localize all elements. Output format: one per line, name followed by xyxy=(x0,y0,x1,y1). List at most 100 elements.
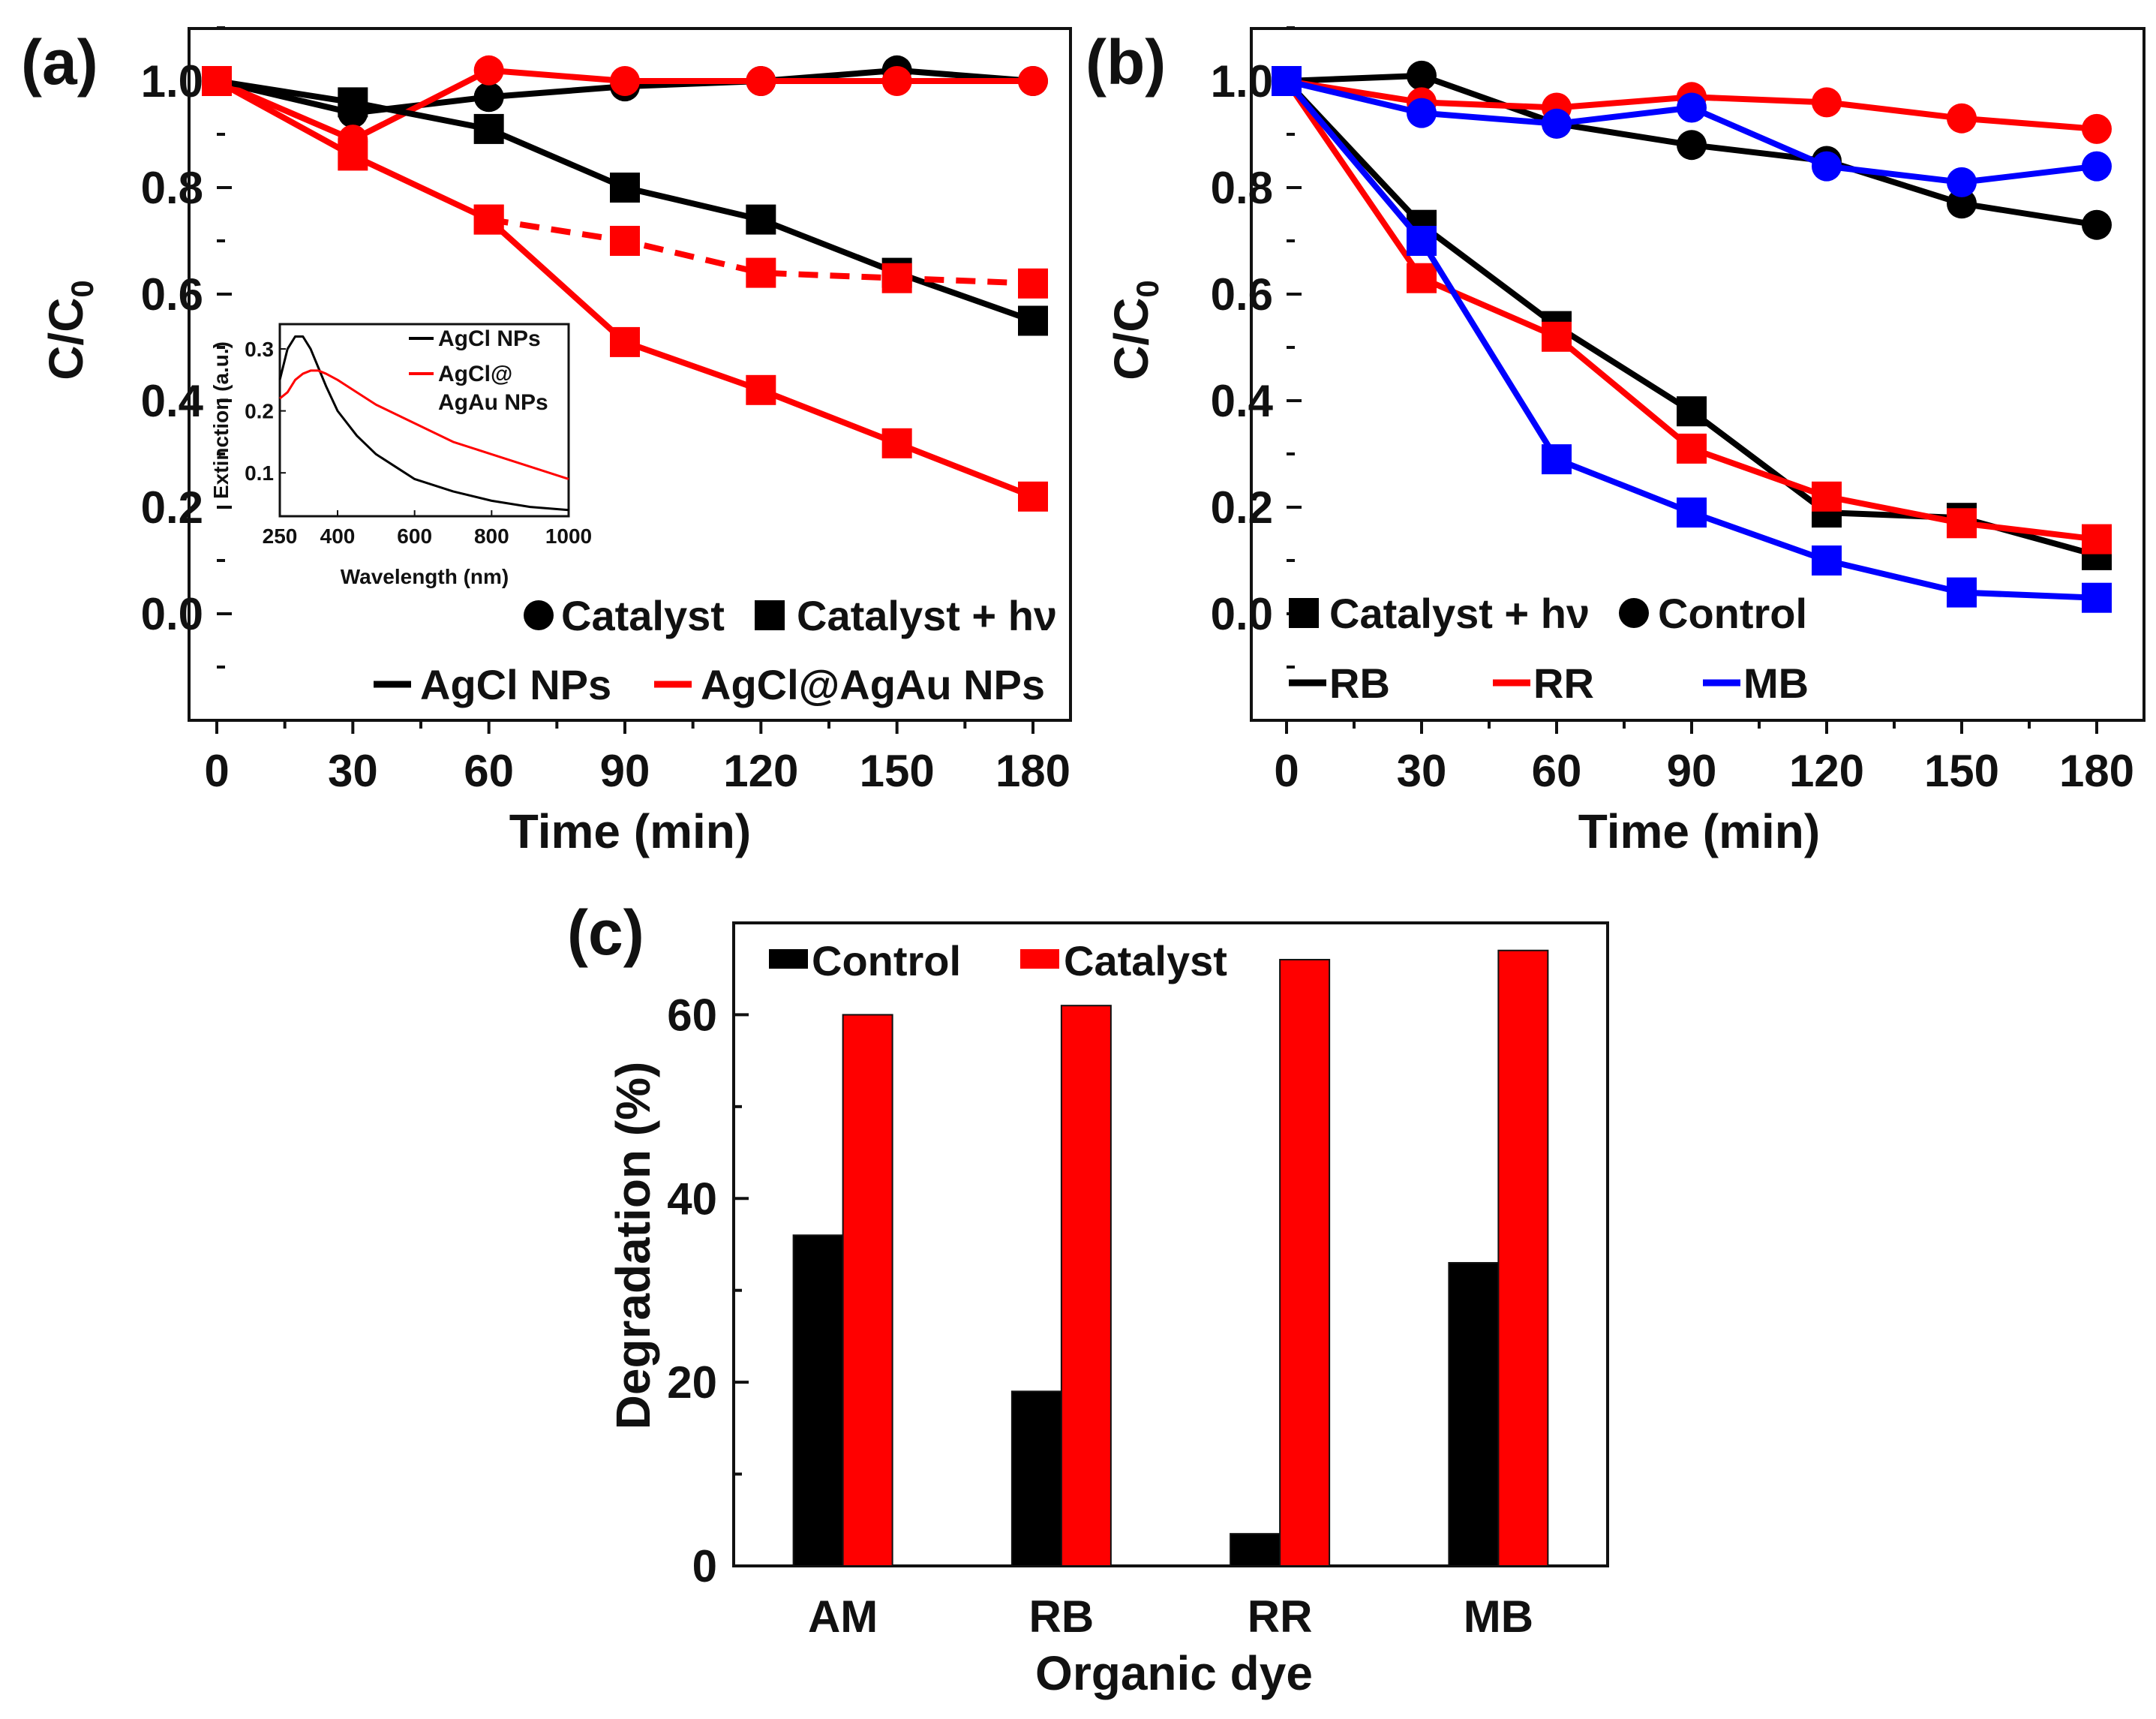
b-square-point xyxy=(1407,263,1437,293)
legend-b-rb-label: RB xyxy=(1329,660,1390,707)
panel-b-letter: (b) xyxy=(1086,27,1166,98)
panel-b: (b) 0.00.20.40.60.81.0 0 30 60 90 120 150 180 … xyxy=(1086,26,2145,858)
a-y-tick-label: 0.2 xyxy=(141,482,203,533)
b-series-rr-catalyst-h xyxy=(1272,66,2112,554)
b-circle-point xyxy=(1812,87,1842,118)
legend-b-catalyst-hv-label: Catalyst + hν xyxy=(1329,590,1590,637)
a-circle-point xyxy=(473,55,504,86)
inset-x-tick-label: 400 xyxy=(320,524,356,548)
legend-c-control-swatch xyxy=(769,949,808,969)
b-circle-point xyxy=(1407,98,1437,128)
panel-c-plot-frame xyxy=(732,921,1609,1567)
panel-c-bars xyxy=(792,949,1549,1567)
a-x-tick-label: 150 xyxy=(860,746,935,796)
a-square-point xyxy=(610,326,640,357)
a-square-point xyxy=(473,113,504,144)
inset-y-tick-label: 0.1 xyxy=(245,461,274,485)
a-circle-point xyxy=(610,66,640,96)
a-series-agcl-agau-nps-catalyst-h-dashed xyxy=(473,204,1048,299)
inset-x-tick-label: 600 xyxy=(397,524,432,548)
bar-mb-control xyxy=(1448,1261,1500,1567)
panel-b-legend: Catalyst + hν Control RB RR MB xyxy=(1289,590,1809,707)
b-y-tick-label: 0.0 xyxy=(1211,589,1273,639)
panel-b-plot-frame xyxy=(1250,27,2145,722)
inset-x-tick-label: 1000 xyxy=(545,524,592,548)
inset-x-tick-label: 800 xyxy=(474,524,509,548)
bar-rr-control xyxy=(1230,1533,1281,1567)
b-y-tick-label: 0.8 xyxy=(1211,163,1273,213)
c-y-tick-label: 0 xyxy=(692,1541,717,1591)
b-square-point xyxy=(1812,545,1842,576)
inset-ticks: 250 400 600 800 1000 0.1 0.2 0.3 xyxy=(245,338,592,548)
legend-catalyst-circle xyxy=(524,600,554,630)
inset-frame xyxy=(278,323,570,518)
panel-b-x-ticks: 0 30 60 90 120 150 180 xyxy=(1274,720,2134,796)
legend-catalyst-hv-label: Catalyst + hν xyxy=(797,592,1057,639)
legend-catalyst-hv-square xyxy=(755,600,785,630)
b-square-point xyxy=(1407,226,1437,256)
c-y-tick-label: 20 xyxy=(667,1357,717,1408)
b-circle-point xyxy=(1407,60,1437,91)
bar-am-catalyst xyxy=(842,1014,893,1567)
legend-agcl-label: AgCl NPs xyxy=(420,661,611,708)
a-circle-point xyxy=(881,66,912,96)
a-square-point xyxy=(881,428,912,458)
panel-b-series xyxy=(1272,60,2112,613)
b-circle-point xyxy=(1812,151,1842,182)
panel-b-y-axis-title: C/C0 xyxy=(1104,280,1165,380)
b-square-point xyxy=(1947,577,1977,608)
bar-mb-catalyst xyxy=(1497,949,1549,1567)
a-y-tick-label: 1.0 xyxy=(141,56,203,107)
panel-c-legend: Control Catalyst xyxy=(769,937,1227,984)
b-circle-point xyxy=(2082,151,2112,182)
inset-legend-agcl-label: AgCl NPs xyxy=(438,326,541,351)
legend-c-control-label: Control xyxy=(812,937,961,984)
b-x-tick-label: 0 xyxy=(1274,746,1299,796)
b-circle-point xyxy=(1947,188,1977,219)
a-square-point xyxy=(610,226,640,256)
panel-a-letter: (a) xyxy=(21,27,98,98)
b-circle-point xyxy=(1677,130,1707,161)
c-category-label-mb: MB xyxy=(1464,1591,1533,1642)
panel-c-letter: (c) xyxy=(567,897,644,968)
panel-c-y-axis-title: Degradation (%) xyxy=(606,1062,660,1430)
a-y-tick-label: 0.6 xyxy=(141,269,203,320)
a-circle-point xyxy=(1018,66,1048,96)
a-square-point xyxy=(1018,268,1048,299)
b-x-tick-label: 150 xyxy=(1924,746,1999,796)
legend-b-control-label: Control xyxy=(1658,590,1807,637)
inset-spectrum-agcl-nps xyxy=(278,335,569,512)
legend-c-catalyst-label: Catalyst xyxy=(1064,937,1227,984)
a-x-tick-label: 180 xyxy=(995,746,1070,796)
b-circle-point xyxy=(1947,167,1977,197)
a-x-tick-label: 0 xyxy=(204,746,229,796)
panel-a-x-ticks: 0 30 60 90 120 150 180 xyxy=(204,720,1070,796)
a-square-point xyxy=(338,87,368,118)
inset-x-tick-label: 250 xyxy=(263,524,298,548)
inset-spectrum-agcl-agau-nps xyxy=(279,369,569,480)
c-y-tick-label: 40 xyxy=(667,1174,717,1224)
a-square-point xyxy=(746,204,776,235)
panel-b-x-axis-title: Time (min) xyxy=(1578,804,1820,858)
panel-a: (a) 0.00.20.40.60.81.0 0 30 60 90 120 150 180 … xyxy=(21,26,1072,858)
b-square-point xyxy=(1947,508,1977,539)
a-square-point xyxy=(881,263,912,293)
bar-rb-catalyst xyxy=(1060,1005,1112,1567)
bar-rr-catalyst xyxy=(1279,958,1331,1567)
b-square-point xyxy=(1677,497,1707,528)
a-square-point xyxy=(473,204,504,235)
c-category-label-rb: RB xyxy=(1029,1591,1095,1642)
legend-c-catalyst-swatch xyxy=(1020,949,1059,969)
panel-a-legend: Catalyst Catalyst + hν AgCl NPs AgCl@AgA… xyxy=(374,592,1057,708)
b-y-tick-label: 0.2 xyxy=(1211,482,1273,533)
a-y-tick-label: 0.4 xyxy=(141,376,204,426)
a-x-tick-label: 90 xyxy=(600,746,650,796)
panel-a-plot-frame xyxy=(188,27,1072,722)
b-square-point xyxy=(1542,321,1572,352)
panel-c-x-axis-title: Organic dye xyxy=(1035,1646,1313,1700)
b-y-tick-label: 0.4 xyxy=(1211,376,1274,426)
a-circle-point xyxy=(746,66,776,96)
inset-x-axis-title: Wavelength (nm) xyxy=(341,565,509,588)
legend-catalyst-label: Catalyst xyxy=(561,592,725,639)
